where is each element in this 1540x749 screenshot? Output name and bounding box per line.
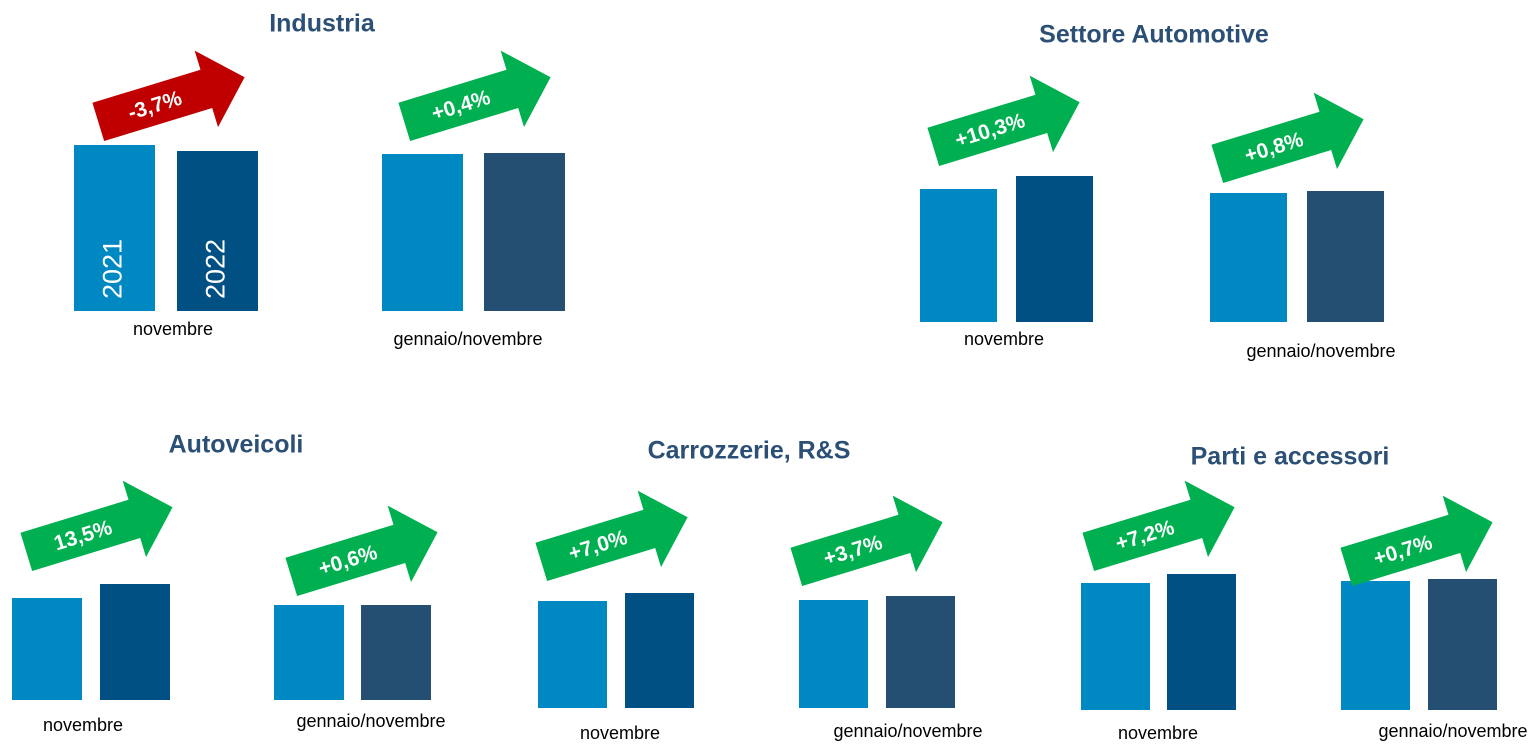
- bar: [1341, 581, 1410, 710]
- bar: [274, 605, 344, 700]
- change-arrow: +0,7%: [1340, 495, 1493, 587]
- arrow-shape: [535, 490, 688, 582]
- category-label: gennaio/novembre: [296, 711, 445, 731]
- change-arrow: 13,5%: [20, 480, 173, 572]
- panel-title: Carrozzerie, R&S: [648, 437, 851, 465]
- arrow-shape: [20, 480, 173, 572]
- bar: [799, 600, 868, 708]
- bar: [1016, 176, 1093, 322]
- panel-title: Parti e accessori: [1191, 443, 1390, 471]
- category-label: gennaio/novembre: [1246, 341, 1395, 361]
- bar: [382, 154, 463, 311]
- arrow-shape: [1340, 495, 1493, 587]
- panel-title: Industria: [269, 10, 376, 38]
- arrow-shape: [285, 505, 438, 597]
- category-label: gennaio/novembre: [1378, 721, 1527, 741]
- change-arrow: +3,7%: [790, 495, 943, 587]
- arrow-shape: [790, 495, 943, 587]
- bar: [1210, 193, 1287, 322]
- category-label: novembre: [580, 723, 660, 743]
- bar: [12, 598, 82, 700]
- category-label: novembre: [1118, 723, 1198, 743]
- bar: [1167, 574, 1236, 710]
- category-label: novembre: [43, 715, 123, 735]
- arrow-shape: [1082, 480, 1235, 572]
- panel-title: Settore Automotive: [1039, 21, 1269, 49]
- change-arrow: +10,3%: [927, 75, 1080, 167]
- category-label: gennaio/novembre: [833, 721, 982, 741]
- arrow-shape: [1211, 92, 1364, 184]
- bar: [1081, 583, 1150, 710]
- bar: [625, 593, 694, 708]
- bar: [177, 151, 258, 311]
- panel-title: Autoveicoli: [169, 431, 304, 459]
- category-label: gennaio/novembre: [393, 329, 542, 349]
- category-label: novembre: [133, 319, 213, 339]
- bar: [1428, 579, 1497, 710]
- bar: [100, 584, 170, 700]
- year-label: 2022: [201, 239, 231, 299]
- category-label: novembre: [964, 329, 1044, 349]
- bar: [538, 601, 607, 708]
- bar: [1307, 191, 1384, 322]
- arrow-shape: [92, 50, 245, 142]
- change-arrow: +0,8%: [1211, 92, 1364, 184]
- arrow-shape: [927, 75, 1080, 167]
- change-arrow: -3,7%: [92, 50, 245, 142]
- arrow-shape: [398, 50, 551, 142]
- bar: [886, 596, 955, 708]
- change-arrow: +7,0%: [535, 490, 688, 582]
- change-arrow: +7,2%: [1082, 480, 1235, 572]
- bar: [361, 605, 431, 700]
- bar: [920, 189, 997, 322]
- year-label: 2021: [98, 239, 128, 299]
- change-arrow: +0,4%: [398, 50, 551, 142]
- change-arrow: +0,6%: [285, 505, 438, 597]
- bar: [484, 153, 565, 311]
- bar: [74, 145, 155, 311]
